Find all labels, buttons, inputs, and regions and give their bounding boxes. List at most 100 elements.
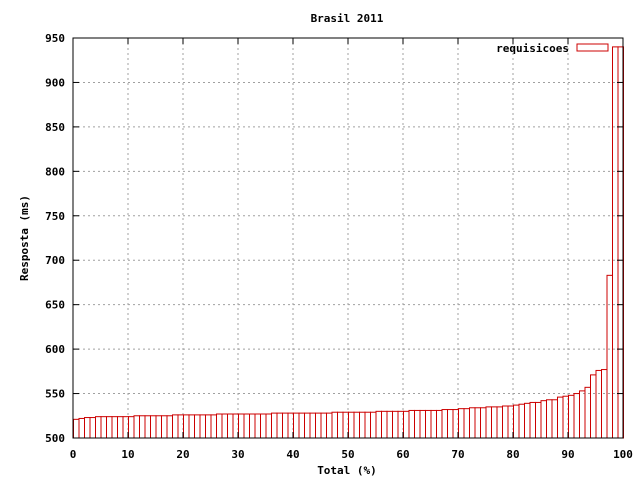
bar <box>293 412 300 439</box>
y-axis-label: Resposta (ms) <box>18 195 31 281</box>
bar <box>568 394 575 439</box>
x-tick-label: 50 <box>341 448 354 461</box>
bar <box>441 409 448 439</box>
bar <box>139 415 146 439</box>
bar <box>320 412 327 439</box>
x-tick-label: 30 <box>231 448 244 461</box>
bar <box>513 404 520 439</box>
bar <box>100 416 107 439</box>
bar <box>133 415 140 439</box>
bar <box>78 417 85 439</box>
bar <box>309 412 316 439</box>
bar <box>392 410 399 439</box>
y-tick-label: 800 <box>45 165 65 178</box>
bar <box>304 412 311 439</box>
bar <box>540 400 547 439</box>
x-axis-label: Total (%) <box>317 464 377 477</box>
bar <box>348 411 355 439</box>
bar <box>491 406 498 439</box>
legend-label: requisicoes <box>496 42 569 55</box>
bar <box>359 411 366 439</box>
y-tick-label: 700 <box>45 254 65 267</box>
bar <box>590 374 597 439</box>
bar <box>254 413 261 439</box>
bar <box>524 402 531 439</box>
x-tick-label: 80 <box>506 448 519 461</box>
bar <box>315 412 322 439</box>
x-tick-label: 100 <box>613 448 633 461</box>
bar <box>535 401 542 439</box>
bar <box>243 413 250 439</box>
bar <box>282 412 289 439</box>
bar <box>370 411 377 439</box>
bar <box>199 414 206 439</box>
bar <box>386 410 393 439</box>
bar <box>271 412 278 439</box>
bar <box>562 395 569 439</box>
bar <box>469 407 476 439</box>
bar <box>337 411 344 439</box>
bar <box>331 411 338 439</box>
bar <box>326 412 333 439</box>
chart-title: Brasil 2011 <box>311 12 384 25</box>
bar <box>172 414 179 439</box>
bar <box>430 409 437 439</box>
bar <box>557 396 564 439</box>
bar <box>227 413 234 439</box>
bar <box>221 413 228 439</box>
bar <box>551 399 558 439</box>
bar <box>260 413 267 439</box>
bar <box>183 414 190 439</box>
bar <box>249 413 256 439</box>
bar <box>474 407 481 439</box>
bar <box>480 407 487 439</box>
bar <box>265 413 272 439</box>
bar <box>408 409 415 439</box>
x-tick-label: 10 <box>121 448 134 461</box>
bar <box>612 46 619 439</box>
axis-ticks: 500 550 600 650 700 750 800 850 900 950 0 10 20 30 40 5… <box>45 32 633 461</box>
bar <box>436 409 443 439</box>
bar <box>502 405 509 439</box>
bar <box>463 408 470 439</box>
bar <box>447 409 454 439</box>
x-tick-label: 90 <box>561 448 574 461</box>
y-tick-label: 600 <box>45 343 65 356</box>
x-tick-label: 60 <box>396 448 409 461</box>
x-tick-label: 40 <box>286 448 299 461</box>
x-tick-label: 70 <box>451 448 464 461</box>
bar <box>606 274 613 439</box>
bar <box>128 416 135 439</box>
bar <box>95 416 102 439</box>
bar <box>205 414 212 439</box>
bar <box>84 417 91 439</box>
bar <box>216 413 223 439</box>
bar <box>353 411 360 439</box>
bar <box>584 386 591 439</box>
bar <box>166 415 173 439</box>
bar <box>403 410 410 439</box>
bar <box>194 414 201 439</box>
bar <box>155 415 162 439</box>
bar <box>414 409 421 439</box>
bar <box>529 401 536 439</box>
bar <box>150 415 157 439</box>
bar <box>458 408 465 439</box>
y-tick-label: 900 <box>45 76 65 89</box>
bar <box>106 416 113 439</box>
legend: requisicoes <box>496 42 609 55</box>
bar <box>144 415 151 439</box>
bar <box>238 413 245 439</box>
bar <box>276 412 283 439</box>
bar <box>188 414 195 439</box>
bar <box>546 399 553 439</box>
x-tick-label: 0 <box>70 448 77 461</box>
bar <box>425 409 432 439</box>
bar <box>419 409 426 439</box>
bar <box>89 417 96 439</box>
bar <box>595 369 602 439</box>
bar <box>601 369 608 439</box>
y-tick-label: 550 <box>45 388 65 401</box>
y-tick-label: 750 <box>45 210 65 223</box>
